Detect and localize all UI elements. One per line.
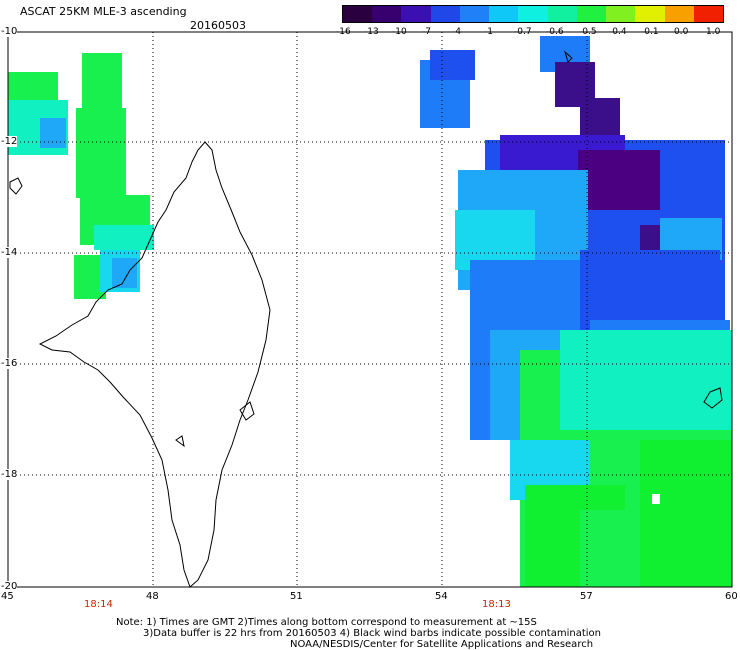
wind-cell (94, 225, 154, 250)
colorbar-swatch (401, 6, 431, 22)
longitude-label: 57 (580, 591, 593, 602)
lat-lon-grid (8, 32, 732, 587)
product-date: 20160503 (190, 19, 246, 32)
wind-cell (76, 108, 126, 198)
latitude-label: -18 (1, 469, 18, 480)
note-line-2: 3)Data buffer is 22 hrs from 20160503 4)… (143, 628, 601, 639)
wind-cell (652, 494, 660, 504)
scatterometer-swath (8, 36, 732, 587)
wind-cell (578, 150, 660, 210)
colorbar-swatch (372, 6, 402, 22)
colorbar-swatch (576, 6, 607, 22)
colorbar-swatch (430, 6, 460, 22)
longitude-label: 48 (146, 591, 159, 602)
island-outline (239, 401, 255, 421)
pass-time-west: 18:14 (84, 599, 113, 610)
longitude-label: 51 (290, 591, 303, 602)
longitude-label: 54 (435, 591, 448, 602)
colorbar-swatch (635, 6, 665, 22)
longitude-label: 45 (1, 591, 14, 602)
wind-cell (560, 330, 732, 430)
latitude-label: -20 (1, 581, 18, 592)
wind-cell (112, 258, 137, 288)
island-outline (564, 50, 573, 63)
latitude-label: -14 (1, 247, 18, 258)
island-outline (703, 387, 723, 409)
coastline (9, 50, 723, 588)
map-frame (7, 31, 733, 588)
wind-cell (40, 118, 66, 148)
island-outline (175, 435, 185, 448)
colorbar-swatch (489, 6, 519, 22)
colorbar-swatch (693, 6, 724, 22)
wind-cell (640, 440, 732, 587)
colorbar-swatch (518, 6, 548, 22)
colorbar-swatch (664, 6, 694, 22)
madagascar-coast (38, 141, 271, 588)
island-outline (9, 177, 23, 195)
colorbar (342, 5, 724, 23)
latitude-label: -10 (1, 26, 18, 37)
colorbar-swatch (459, 6, 490, 22)
note-line-1: Note: 1) Times are GMT 2)Times along bot… (116, 617, 537, 628)
pass-time-east: 18:13 (482, 599, 511, 610)
latitude-label: -12 (1, 136, 18, 147)
longitude-label: 60 (725, 591, 738, 602)
note-line-3: NOAA/NESDIS/Center for Satellite Applica… (290, 639, 594, 650)
latitude-label: -16 (1, 358, 18, 369)
wind-cell (430, 50, 475, 80)
product-title: ASCAT 25KM MLE-3 ascending (20, 5, 187, 18)
colorbar-swatch (606, 6, 636, 22)
colorbar-swatch (343, 6, 373, 22)
colorbar-swatch (547, 6, 577, 22)
